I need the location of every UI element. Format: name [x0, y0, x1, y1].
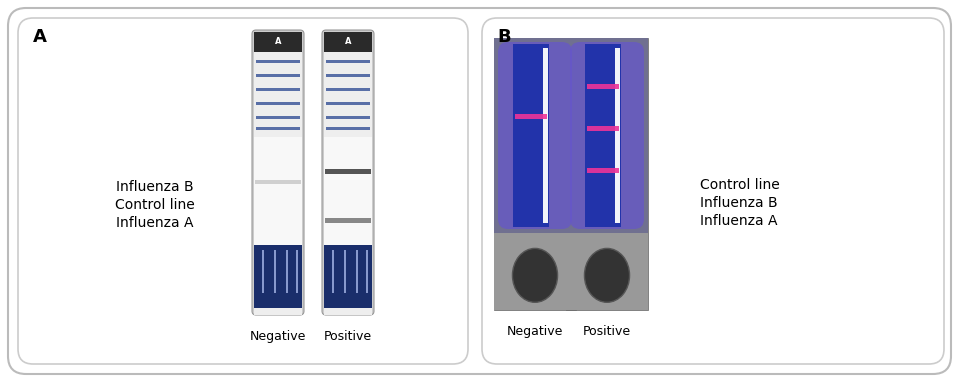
Bar: [344, 250, 346, 293]
Text: Influenza B: Influenza B: [700, 196, 778, 210]
Bar: [254, 52, 302, 137]
Bar: [256, 74, 300, 77]
Bar: [286, 250, 288, 293]
Text: A: A: [344, 37, 351, 47]
Bar: [566, 38, 648, 233]
Text: Control line: Control line: [115, 198, 195, 212]
Text: Negative: Negative: [506, 325, 563, 338]
Text: Negative: Negative: [249, 330, 306, 343]
Bar: [324, 137, 372, 245]
Bar: [326, 74, 370, 77]
Bar: [513, 44, 549, 227]
Bar: [587, 168, 619, 173]
Bar: [256, 88, 300, 91]
Bar: [326, 127, 370, 130]
FancyBboxPatch shape: [252, 30, 304, 315]
Text: Influenza B: Influenza B: [116, 180, 194, 194]
Bar: [356, 250, 358, 293]
Bar: [254, 300, 302, 308]
Bar: [262, 250, 264, 293]
Bar: [254, 137, 302, 245]
Text: Influenza A: Influenza A: [116, 216, 194, 230]
Bar: [587, 84, 619, 89]
Bar: [587, 126, 619, 131]
Bar: [325, 218, 371, 223]
Bar: [326, 116, 370, 119]
Bar: [494, 38, 576, 233]
Bar: [254, 245, 302, 300]
Bar: [254, 308, 302, 315]
Bar: [256, 116, 300, 119]
Bar: [494, 233, 576, 310]
Text: B: B: [497, 28, 510, 46]
FancyBboxPatch shape: [322, 30, 374, 315]
FancyBboxPatch shape: [482, 18, 944, 364]
Text: Positive: Positive: [583, 325, 631, 338]
Bar: [325, 169, 371, 175]
Text: Control line: Control line: [700, 178, 780, 192]
Bar: [494, 38, 576, 310]
Bar: [296, 250, 298, 293]
Bar: [585, 44, 621, 227]
Bar: [566, 38, 648, 310]
FancyBboxPatch shape: [570, 42, 644, 229]
Bar: [256, 127, 300, 130]
Text: A: A: [33, 28, 47, 46]
FancyBboxPatch shape: [18, 18, 468, 364]
Bar: [615, 48, 620, 223]
Bar: [515, 113, 547, 118]
Bar: [256, 60, 300, 63]
FancyBboxPatch shape: [498, 42, 572, 229]
Ellipse shape: [584, 248, 629, 302]
Bar: [324, 245, 372, 300]
Bar: [326, 102, 370, 105]
Text: A: A: [274, 37, 281, 47]
Bar: [366, 250, 368, 293]
Ellipse shape: [512, 248, 557, 302]
Bar: [274, 250, 276, 293]
Bar: [326, 60, 370, 63]
Text: Influenza A: Influenza A: [700, 214, 778, 228]
Bar: [326, 88, 370, 91]
Bar: [324, 308, 372, 315]
Bar: [543, 48, 548, 223]
Bar: [256, 102, 300, 105]
Bar: [255, 180, 301, 184]
Bar: [324, 52, 372, 137]
Bar: [332, 250, 334, 293]
Bar: [254, 32, 302, 52]
Bar: [566, 233, 648, 310]
Bar: [324, 32, 372, 52]
Text: Positive: Positive: [324, 330, 372, 343]
Bar: [324, 300, 372, 308]
FancyBboxPatch shape: [8, 8, 951, 374]
